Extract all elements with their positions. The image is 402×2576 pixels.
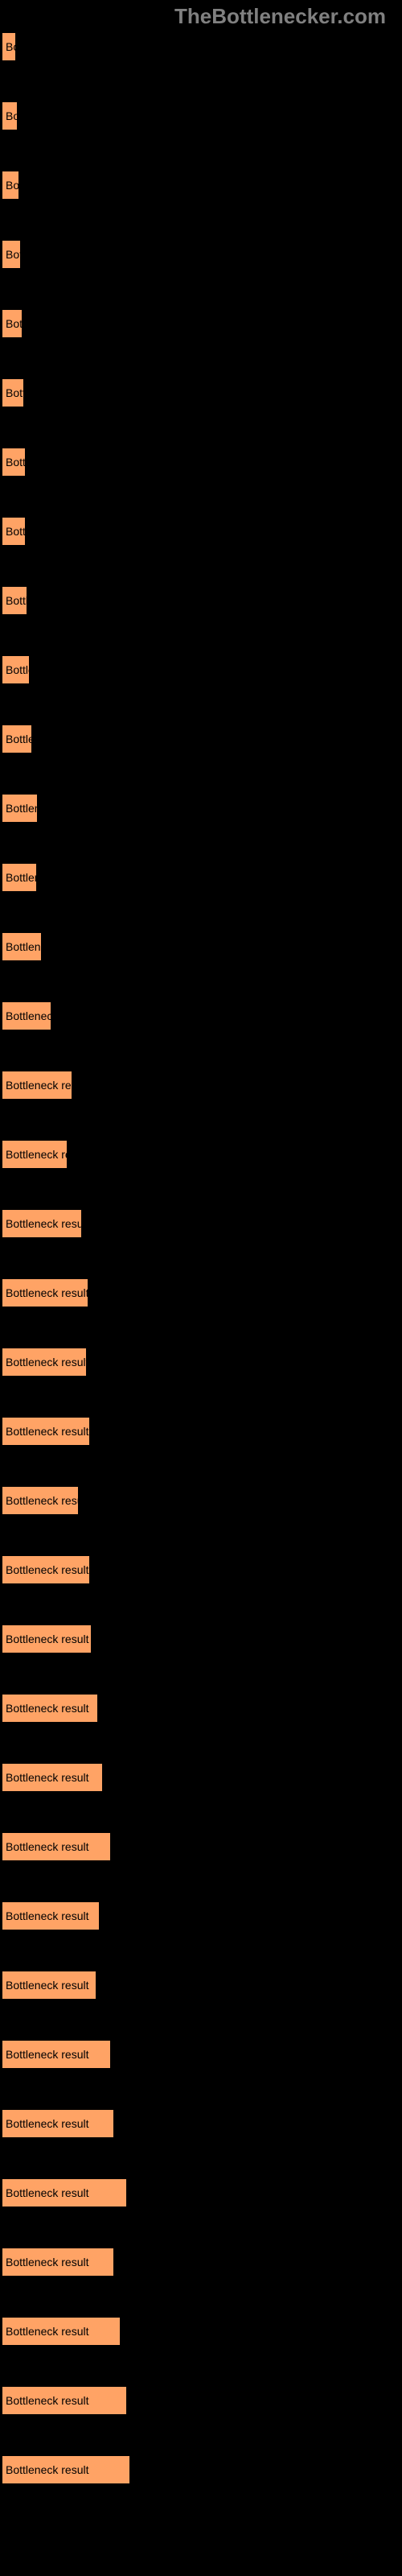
bottleneck-bar: Bottleneck result — [2, 1278, 88, 1307]
bottleneck-bar: Bottleneck result — [2, 1486, 79, 1515]
bar-row: Bottleneck result — [2, 2040, 402, 2069]
bottleneck-bar: Bottleneck result — [2, 1694, 98, 1723]
bottleneck-bar: Bottleneck result — [2, 1624, 92, 1653]
bottleneck-bar: Bottleneck result — [2, 2248, 114, 2277]
bar-row: Bottleneck result — [2, 517, 402, 546]
bottleneck-bar: Bottleneck result — [2, 863, 37, 892]
bottleneck-bar: Bottleneck result — [2, 2455, 130, 2484]
bar-row: Bottleneck result — [2, 448, 402, 477]
bar-row: Bottleneck result — [2, 1901, 402, 1930]
bottleneck-bar: Bottleneck result — [2, 101, 18, 130]
bottleneck-bar: Bottleneck result — [2, 309, 23, 338]
bottleneck-bar: Bottleneck result — [2, 794, 38, 823]
bottleneck-bar: Bottleneck result — [2, 517, 26, 546]
bar-row: Bottleneck result — [2, 1071, 402, 1100]
bottleneck-bar: Bottleneck result — [2, 32, 16, 61]
bar-row: Bottleneck result — [2, 724, 402, 753]
bar-row: Bottleneck result — [2, 309, 402, 338]
bottleneck-bar: Bottleneck result — [2, 586, 27, 615]
bar-row: Bottleneck result — [2, 655, 402, 684]
bar-row: Bottleneck result — [2, 2386, 402, 2415]
bar-row: Bottleneck result — [2, 586, 402, 615]
bottleneck-bar: Bottleneck result — [2, 655, 30, 684]
bar-row: Bottleneck result — [2, 2109, 402, 2138]
bar-row: Bottleneck result — [2, 101, 402, 130]
bottleneck-bar: Bottleneck result — [2, 1417, 90, 1446]
bar-row: Bottleneck result — [2, 2317, 402, 2346]
bottleneck-bar: Bottleneck result — [2, 1001, 51, 1030]
bar-row: Bottleneck result — [2, 1417, 402, 1446]
bar-row: Bottleneck result — [2, 1555, 402, 1584]
bar-row: Bottleneck result — [2, 1624, 402, 1653]
bar-row: Bottleneck result — [2, 1694, 402, 1723]
bar-row: Bottleneck result — [2, 1763, 402, 1792]
bottleneck-bar: Bottleneck result — [2, 448, 26, 477]
bottleneck-bar: Bottleneck result — [2, 1901, 100, 1930]
bottleneck-bar: Bottleneck result — [2, 1763, 103, 1792]
bar-row: Bottleneck result — [2, 794, 402, 823]
bar-row: Bottleneck result — [2, 240, 402, 269]
bar-row: Bottleneck result — [2, 2455, 402, 2484]
bar-row: Bottleneck result — [2, 2178, 402, 2207]
bottleneck-bar: Bottleneck result — [2, 1209, 82, 1238]
bottleneck-bar: Bottleneck result — [2, 1348, 87, 1377]
bottleneck-bar: Bottleneck result — [2, 2109, 114, 2138]
bar-row: Bottleneck result — [2, 863, 402, 892]
bar-row: Bottleneck result — [2, 1971, 402, 2000]
bottleneck-bar: Bottleneck result — [2, 171, 19, 200]
watermark-text: TheBottlenecker.com — [174, 4, 386, 29]
bar-row: Bottleneck result — [2, 171, 402, 200]
bar-row: Bottleneck result — [2, 1209, 402, 1238]
bottleneck-bar: Bottleneck result — [2, 1971, 96, 2000]
bar-row: Bottleneck result — [2, 1278, 402, 1307]
bar-row: Bottleneck result — [2, 1001, 402, 1030]
bottleneck-bar: Bottleneck result — [2, 2317, 121, 2346]
bar-row: Bottleneck result — [2, 932, 402, 961]
bar-row: Bottleneck result — [2, 1486, 402, 1515]
bottleneck-bar: Bottleneck result — [2, 1832, 111, 1861]
bottleneck-bar: Bottleneck result — [2, 2386, 127, 2415]
bottleneck-bar: Bottleneck result — [2, 1555, 90, 1584]
bottleneck-bar: Bottleneck result — [2, 724, 32, 753]
bottleneck-bar: Bottleneck result — [2, 1140, 68, 1169]
bottleneck-bar: Bottleneck result — [2, 2178, 127, 2207]
bar-row: Bottleneck result — [2, 1832, 402, 1861]
bottleneck-bar: Bottleneck result — [2, 1071, 72, 1100]
bottleneck-bar: Bottleneck result — [2, 378, 24, 407]
bar-row: Bottleneck result — [2, 378, 402, 407]
bottleneck-bar: Bottleneck result — [2, 2040, 111, 2069]
bar-row: Bottleneck result — [2, 1348, 402, 1377]
bottleneck-bar: Bottleneck result — [2, 932, 42, 961]
bottleneck-bar-chart: Bottleneck result Bottleneck result Bottle… — [0, 0, 402, 2484]
bar-row: Bottleneck result — [2, 1140, 402, 1169]
bar-row: Bottleneck result — [2, 2248, 402, 2277]
bar-row: Bottleneck result — [2, 32, 402, 61]
bottleneck-bar: Bottleneck result — [2, 240, 21, 269]
